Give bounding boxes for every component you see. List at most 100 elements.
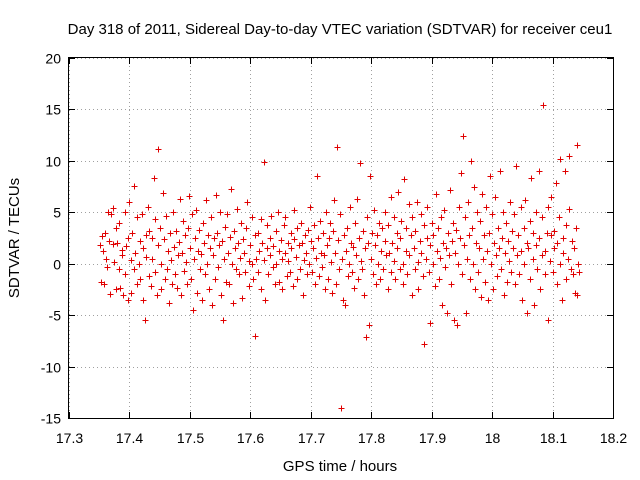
- data-point: [123, 243, 130, 250]
- data-point: [340, 297, 347, 304]
- data-point: [540, 102, 547, 109]
- data-point: [268, 213, 275, 220]
- data-point: [406, 201, 413, 208]
- data-point: [518, 248, 525, 255]
- data-point: [493, 252, 500, 259]
- data-point: [429, 220, 436, 227]
- data-point: [379, 225, 386, 232]
- data-point: [519, 297, 526, 304]
- data-point: [284, 273, 291, 280]
- data-point: [568, 266, 575, 273]
- data-point: [349, 269, 356, 276]
- data-point: [276, 279, 283, 286]
- data-point: [361, 292, 368, 299]
- data-point: [380, 266, 387, 273]
- data-point: [307, 204, 314, 211]
- data-point: [539, 214, 546, 221]
- data-point: [142, 317, 149, 324]
- data-point: [327, 220, 334, 227]
- data-point: [394, 230, 401, 237]
- data-point: [175, 252, 182, 259]
- data-point: [362, 245, 369, 252]
- data-point: [542, 271, 549, 278]
- data-point: [434, 248, 441, 255]
- data-point: [480, 256, 487, 263]
- data-point: [214, 230, 221, 237]
- data-point: [514, 252, 521, 259]
- data-point: [371, 207, 378, 214]
- data-point: [450, 220, 457, 227]
- data-point: [497, 168, 504, 175]
- data-point: [397, 266, 404, 273]
- data-point: [328, 259, 335, 266]
- data-point: [201, 240, 208, 247]
- data-point: [163, 213, 170, 220]
- data-point: [464, 256, 471, 263]
- data-point: [573, 225, 580, 232]
- data-point: [273, 261, 280, 268]
- data-point: [143, 232, 150, 239]
- data-point: [367, 173, 374, 180]
- data-point: [117, 285, 124, 292]
- axis-ticks: [69, 58, 614, 419]
- data-point: [291, 207, 298, 214]
- data-point: [544, 230, 551, 237]
- data-point: [509, 228, 516, 235]
- data-point: [437, 255, 444, 262]
- data-point: [194, 290, 201, 297]
- data-point: [164, 266, 171, 273]
- data-point: [401, 176, 408, 183]
- data-point: [191, 256, 198, 263]
- data-point: [228, 186, 235, 193]
- data-point: [173, 228, 180, 235]
- data-point: [527, 218, 534, 225]
- data-point: [132, 250, 139, 257]
- data-point: [430, 261, 437, 268]
- data-point: [180, 218, 187, 225]
- data-point: [453, 227, 460, 234]
- data-point: [448, 281, 455, 288]
- data-point: [475, 269, 482, 276]
- data-point: [376, 220, 383, 227]
- data-point: [149, 235, 156, 242]
- data-point: [197, 266, 204, 273]
- data-point: [382, 238, 389, 245]
- data-point: [466, 232, 473, 239]
- data-point: [354, 196, 361, 203]
- data-point: [178, 292, 185, 299]
- data-point: [256, 248, 263, 255]
- data-point: [167, 230, 174, 237]
- data-point: [557, 156, 564, 163]
- data-point: [237, 255, 244, 262]
- data-point: [528, 175, 535, 182]
- data-point: [521, 225, 528, 232]
- data-point: [131, 266, 138, 273]
- data-point: [110, 205, 117, 212]
- data-point: [494, 273, 501, 280]
- data-point: [508, 269, 515, 276]
- data-point: [155, 242, 162, 249]
- data-point: [525, 245, 532, 252]
- data-point: [149, 256, 156, 263]
- data-point: [282, 214, 289, 221]
- data-point: [470, 261, 477, 268]
- data-point: [570, 271, 577, 278]
- data-point: [207, 245, 214, 252]
- data-point: [439, 302, 446, 309]
- data-point: [414, 199, 421, 206]
- data-point: [126, 199, 133, 206]
- data-point: [551, 245, 558, 252]
- data-point: [369, 230, 376, 237]
- data-point: [503, 220, 510, 227]
- data-point: [565, 256, 572, 263]
- data-point: [171, 244, 178, 251]
- y-tick-label: 10: [45, 154, 61, 170]
- y-tick-label: 5: [53, 205, 61, 221]
- data-point: [270, 264, 277, 271]
- data-point: [445, 230, 452, 237]
- data-point: [107, 291, 114, 298]
- data-point: [238, 220, 245, 227]
- data-point: [140, 297, 147, 304]
- data-point: [326, 235, 333, 242]
- data-point: [234, 206, 241, 213]
